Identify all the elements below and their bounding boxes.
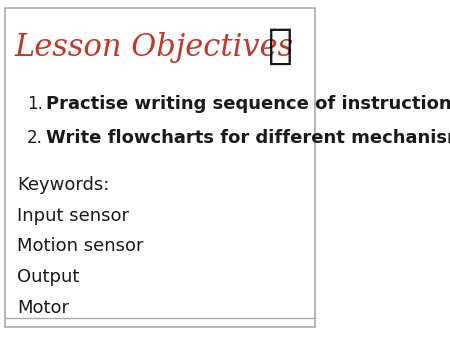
Text: 🕊: 🕊: [268, 25, 292, 67]
Text: Output: Output: [17, 268, 80, 286]
Text: Input sensor: Input sensor: [17, 207, 129, 224]
Text: 2.: 2.: [27, 129, 43, 147]
Text: Motor: Motor: [17, 299, 69, 317]
Text: Write flowcharts for different mechanisms: Write flowcharts for different mechanism…: [46, 129, 450, 147]
Text: Motion sensor: Motion sensor: [17, 237, 144, 256]
Text: 1.: 1.: [27, 95, 43, 113]
Text: Keywords:: Keywords:: [17, 176, 110, 194]
Text: Lesson Objectives: Lesson Objectives: [14, 31, 293, 63]
FancyBboxPatch shape: [4, 8, 315, 327]
Text: Practise writing sequence of instructions: Practise writing sequence of instruction…: [46, 95, 450, 113]
